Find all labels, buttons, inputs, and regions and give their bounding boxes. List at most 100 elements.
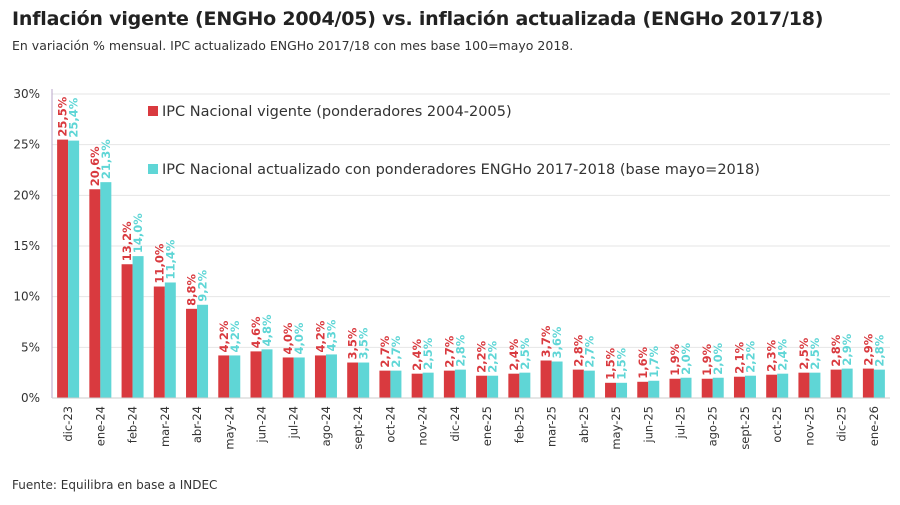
bar: [712, 377, 724, 398]
bar: [229, 355, 241, 398]
data-label: 2,4%: [507, 338, 521, 370]
data-label: 1,9%: [668, 343, 682, 375]
data-label: 21,3%: [99, 139, 113, 179]
y-tick-label: 5%: [21, 340, 40, 354]
bar: [487, 375, 499, 398]
bar: [443, 370, 455, 398]
data-label: 3,6%: [550, 326, 564, 358]
bar: [132, 256, 144, 398]
y-tick-label: 20%: [13, 188, 40, 202]
chart-source: Fuente: Equilibra en base a INDEC: [12, 478, 218, 492]
data-label: 4,3%: [324, 319, 338, 351]
data-label: 2,1%: [732, 341, 746, 373]
data-label: 2,2%: [486, 340, 500, 372]
x-tick-label: mar-24: [158, 406, 172, 447]
x-tick-label: mar-25: [545, 406, 559, 447]
data-label: 2,5%: [518, 337, 532, 369]
bar: [680, 377, 692, 398]
x-tick-label: ago-24: [319, 406, 333, 446]
legend-swatch: [148, 164, 158, 174]
bar: [648, 380, 660, 398]
bar: [551, 361, 563, 398]
bar: [100, 182, 112, 398]
data-label: 11,4%: [163, 239, 177, 279]
x-tick-label: ene-25: [480, 406, 494, 446]
x-tick-label: oct-24: [383, 406, 397, 443]
data-label: 1,6%: [636, 346, 650, 378]
bar: [605, 382, 617, 398]
bar: [873, 369, 885, 398]
bar: [325, 354, 337, 398]
data-label: 1,5%: [604, 347, 618, 379]
data-label: 3,5%: [357, 327, 371, 359]
data-label: 2,9%: [840, 333, 854, 365]
data-label: 2,0%: [679, 342, 693, 374]
data-label: 2,5%: [797, 337, 811, 369]
x-tick-label: dic-23: [61, 406, 75, 442]
x-tick-label: oct-25: [770, 406, 784, 443]
data-label: 1,5%: [615, 347, 629, 379]
data-label: 2,7%: [442, 335, 456, 367]
x-tick-label: jun-25: [641, 406, 655, 444]
data-label: 4,0%: [281, 322, 295, 354]
y-tick-label: 15%: [13, 239, 40, 253]
bar: [862, 368, 874, 398]
bar: [519, 372, 531, 398]
legend-label: IPC Nacional vigente (ponderadores 2004-…: [162, 104, 512, 120]
bar: [121, 264, 133, 398]
data-label: 2,2%: [475, 340, 489, 372]
bar: [798, 372, 810, 398]
bar: [89, 189, 101, 398]
x-tick-label: jun-24: [255, 406, 269, 444]
x-tick-label: feb-24: [126, 406, 140, 443]
bar: [637, 381, 649, 398]
data-label: 3,7%: [539, 325, 553, 357]
bar: [358, 362, 370, 398]
bar: [293, 357, 305, 398]
data-label: 4,6%: [249, 316, 263, 348]
data-label: 3,5%: [346, 327, 360, 359]
data-label: 2,5%: [808, 337, 822, 369]
data-label: 2,7%: [378, 335, 392, 367]
y-tick-label: 30%: [13, 87, 40, 101]
bar: [841, 368, 853, 398]
data-label: 4,2%: [313, 320, 327, 352]
data-label: 2,4%: [410, 338, 424, 370]
x-tick-label: abr-25: [577, 406, 591, 443]
bar: [390, 370, 402, 398]
bar: [508, 373, 520, 398]
bar: [314, 355, 326, 398]
bar: [250, 351, 262, 398]
data-label: 2,8%: [453, 334, 467, 366]
data-label: 4,0%: [292, 322, 306, 354]
data-label: 2,0%: [711, 342, 725, 374]
x-tick-label: sept-25: [738, 406, 752, 450]
data-label: 1,9%: [700, 343, 714, 375]
bar: [744, 375, 756, 398]
x-tick-label: ene-24: [93, 406, 107, 446]
legend-label: IPC Nacional actualizado con ponderadore…: [162, 162, 760, 178]
y-tick-label: 25%: [13, 138, 40, 152]
bar: [422, 372, 434, 398]
data-label: 11,0%: [152, 243, 166, 283]
x-tick-label: may-24: [222, 406, 236, 450]
bar: [616, 382, 628, 398]
data-label: 4,2%: [228, 320, 242, 352]
bar: [476, 375, 488, 398]
data-label: 9,2%: [196, 269, 210, 301]
y-tick-label: 10%: [13, 290, 40, 304]
y-tick-label: 0%: [21, 391, 40, 405]
bar: [282, 357, 294, 398]
bar: [68, 140, 80, 398]
bar: [669, 378, 681, 398]
bar: [733, 376, 745, 398]
data-label: 25,5%: [56, 96, 70, 136]
bar: [830, 369, 842, 398]
x-tick-label: jul-25: [674, 406, 688, 439]
data-label: 2,9%: [861, 333, 875, 365]
bar: [583, 370, 595, 398]
chart-title: Inflación vigente (ENGHo 2004/05) vs. in…: [12, 8, 824, 30]
x-tick-label: sept-24: [351, 406, 365, 450]
bar: [261, 349, 273, 398]
